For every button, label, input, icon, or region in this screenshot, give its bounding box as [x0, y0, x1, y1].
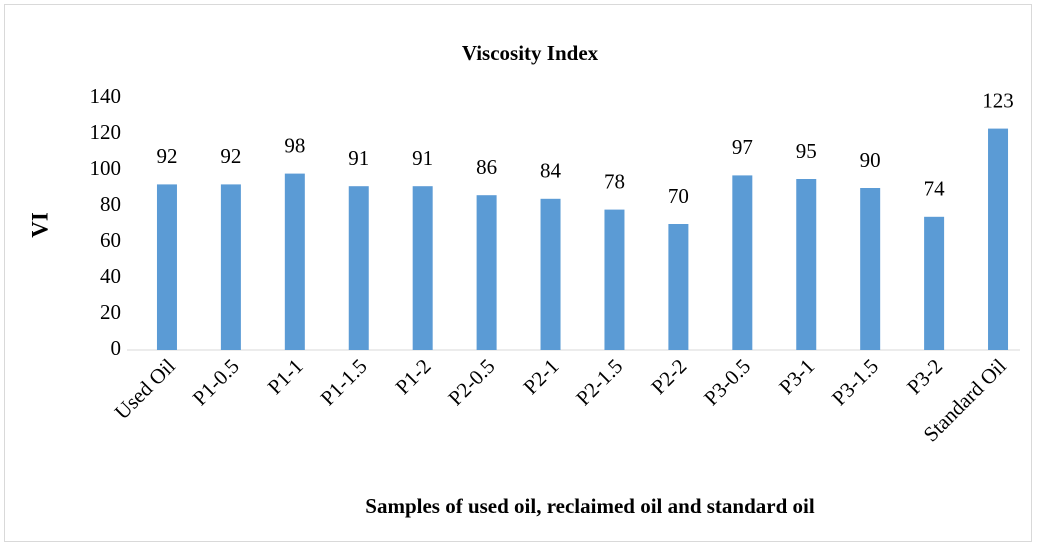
y-tick-label: 80 — [100, 192, 121, 216]
data-label: 97 — [732, 135, 753, 159]
data-label: 91 — [348, 146, 369, 170]
bar — [796, 179, 817, 350]
y-tick-label: 0 — [111, 336, 122, 360]
data-label: 78 — [604, 169, 625, 193]
y-tick-label: 100 — [90, 156, 122, 180]
y-axis-title: VI — [27, 212, 52, 238]
chart-title: Viscosity Index — [462, 41, 599, 65]
y-tick-label: 20 — [100, 300, 121, 324]
bar — [604, 209, 625, 350]
bar — [284, 173, 305, 350]
data-label: 70 — [668, 184, 689, 208]
bar — [860, 188, 881, 350]
data-label: 92 — [220, 144, 241, 168]
data-label: 91 — [412, 146, 433, 170]
data-label: 90 — [860, 148, 881, 172]
bar — [412, 186, 433, 350]
bar — [220, 184, 241, 350]
y-tick-label: 40 — [100, 264, 121, 288]
data-label: 86 — [476, 155, 497, 179]
bar — [540, 198, 561, 350]
bar — [988, 128, 1009, 350]
data-label: 74 — [924, 177, 946, 201]
bar — [348, 186, 369, 350]
y-tick-label: 120 — [90, 120, 122, 144]
x-axis-title: Samples of used oil, reclaimed oil and s… — [365, 494, 815, 518]
data-label: 84 — [540, 159, 562, 183]
bar — [156, 184, 177, 350]
y-tick-label: 140 — [90, 84, 122, 108]
data-label: 95 — [796, 139, 817, 163]
data-label: 92 — [156, 144, 177, 168]
data-label: 123 — [982, 88, 1014, 112]
data-label: 98 — [284, 133, 305, 157]
bar — [732, 175, 753, 350]
y-tick-label: 60 — [100, 228, 121, 252]
bar — [924, 216, 945, 350]
bar — [668, 224, 689, 350]
bar — [476, 195, 497, 350]
